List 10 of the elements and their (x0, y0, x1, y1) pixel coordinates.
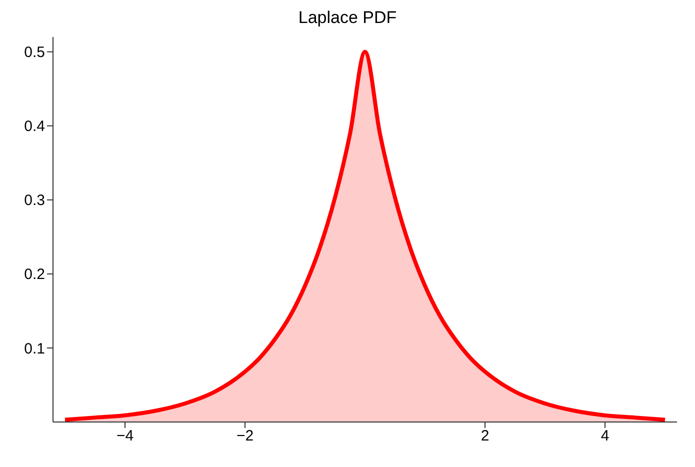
x-tick-label: 2 (480, 428, 490, 445)
y-tick-label: 0.2 (24, 266, 45, 284)
y-tick-label: 0.4 (24, 118, 45, 136)
x-tick-label: 4 (600, 428, 610, 445)
x-tick-label: −4 (116, 428, 134, 445)
y-tick-label: 0.5 (24, 44, 45, 62)
y-tick-label: 0.1 (24, 340, 45, 358)
x-tick-label: −2 (236, 428, 254, 445)
y-tick-label: 0.3 (24, 192, 45, 210)
chart-title: Laplace PDF (297, 8, 398, 29)
